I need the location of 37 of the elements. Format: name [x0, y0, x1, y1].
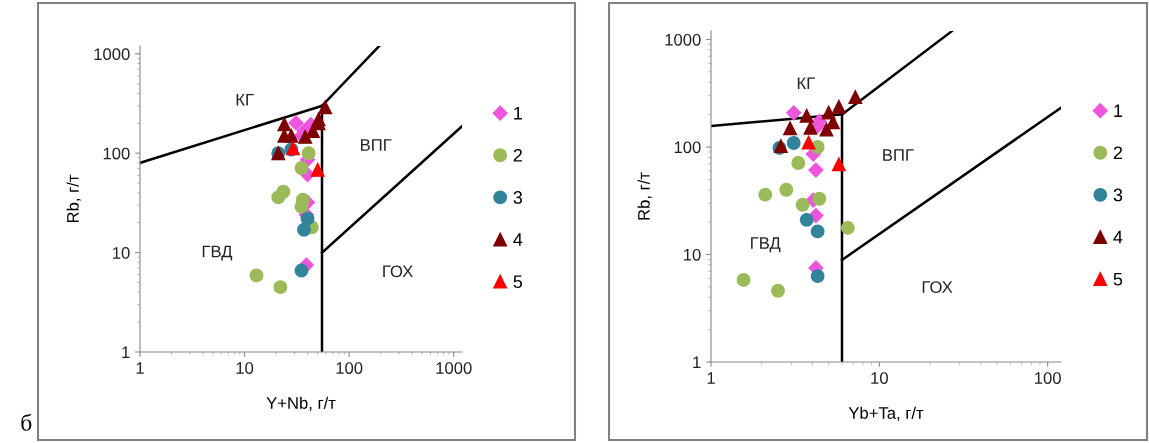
- legend-label: 3: [513, 191, 523, 204]
- annotation: ГВД: [751, 237, 781, 253]
- annotation: ГВД: [202, 245, 233, 261]
- x-tick-label: 100: [1035, 372, 1061, 384]
- legend-label: 4: [513, 233, 523, 246]
- annotation: ГОХ: [383, 265, 413, 278]
- legend-label: 2: [1113, 146, 1123, 160]
- x-tick-label: 10: [236, 362, 254, 374]
- x-axis-title: Yb+Ta, г/т: [848, 406, 924, 421]
- legend-label: 5: [513, 275, 523, 289]
- annotation: ВПГ: [883, 149, 914, 161]
- x-tick-label: 1: [707, 372, 715, 384]
- y-axis-title: Rb, г/т: [637, 172, 652, 220]
- y-tick-label: 1000: [665, 33, 701, 46]
- text: б: [21, 413, 32, 431]
- annotation: КГ: [797, 77, 815, 89]
- legend-label: 5: [1113, 272, 1123, 286]
- y-tick-label: 100: [103, 147, 130, 160]
- y-tick-label: 100: [674, 141, 701, 154]
- annotation: ВПГ: [361, 139, 392, 151]
- x-tick-label: 1000: [436, 362, 472, 374]
- y-tick-label: 1000: [94, 48, 130, 61]
- y-axis-title: Rb, г/т: [66, 174, 81, 223]
- x-axis-title: Y+Nb, г/т: [266, 396, 336, 411]
- y-tick-label: 1: [122, 346, 130, 359]
- legend-label: 4: [1113, 230, 1123, 244]
- legend-label: 1: [514, 107, 522, 120]
- legend-label: 2: [513, 148, 522, 162]
- legend-label: 3: [1113, 188, 1123, 202]
- annotation: ГОХ: [922, 281, 953, 293]
- legend-label: 1: [1114, 104, 1123, 117]
- x-tick-label: 10: [871, 372, 888, 384]
- x-tick-label: 100: [336, 362, 363, 374]
- y-tick-label: 10: [684, 248, 701, 261]
- y-tick-label: 10: [113, 247, 130, 259]
- x-tick-label: 1: [136, 362, 144, 374]
- annotation: КГ: [236, 93, 254, 106]
